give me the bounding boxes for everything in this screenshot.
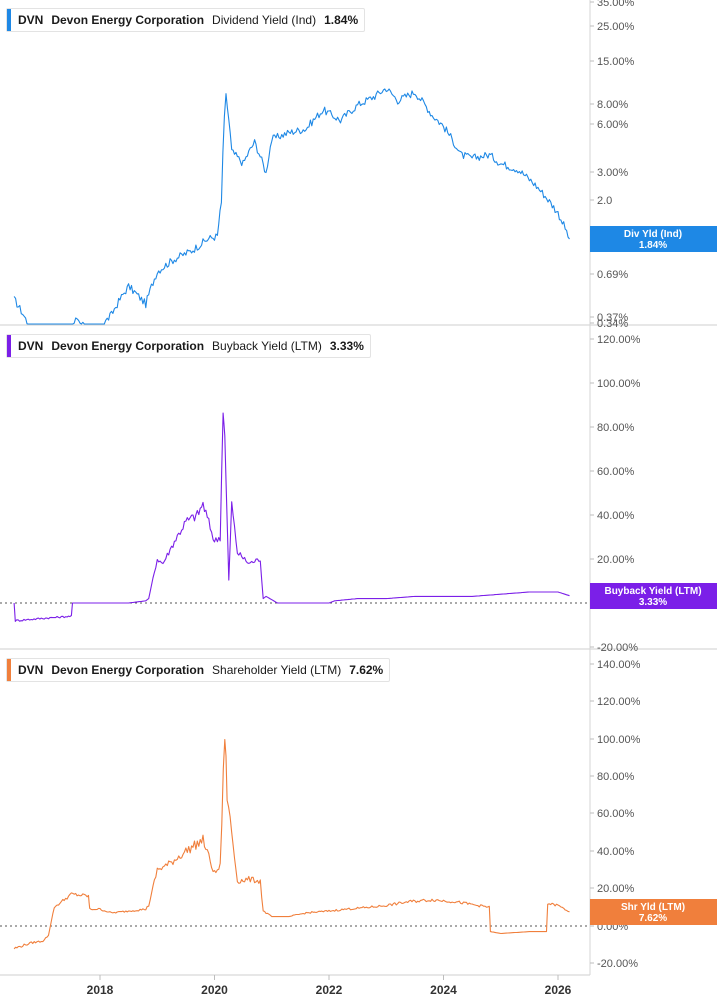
legend-company: Devon Energy Corporation (51, 339, 205, 353)
legend-ticker: DVN (18, 339, 44, 353)
value-badge-value: 3.33% (639, 597, 667, 608)
y-tick-label: 120.00% (597, 696, 641, 708)
value-badge (590, 226, 717, 252)
y-tick-label: 40.00% (597, 846, 635, 858)
legend-metric: Buyback Yield (LTM) (212, 339, 322, 353)
y-tick-label: 0.69% (597, 269, 628, 281)
y-tick-label: 120.00% (597, 334, 641, 346)
value-badge-label: Shr Yld (LTM) (621, 902, 685, 913)
y-tick-label: 140.00% (597, 659, 641, 671)
y-tick-label: 20.00% (597, 883, 635, 895)
series-line-buyback-yield (13, 412, 570, 622)
value-badge (590, 583, 717, 609)
value-badge-label: Div Yld (Ind) (624, 229, 682, 240)
y-tick-label: 0.37% (597, 312, 628, 324)
x-tick-label: 2022 (316, 983, 343, 997)
y-tick-label: 3.00% (597, 167, 628, 179)
y-tick-label: -20.00% (597, 958, 638, 970)
x-tick-label: 2026 (545, 983, 572, 997)
y-tick-label: 100.00% (597, 734, 641, 746)
legend-swatch (7, 335, 11, 357)
value-badge (590, 899, 717, 925)
legend-metric: Dividend Yield (Ind) (212, 13, 317, 27)
legend-value: 3.33% (329, 339, 364, 353)
y-tick-label: 15.00% (597, 56, 635, 68)
legend-value: 7.62% (349, 663, 384, 677)
x-tick-label: 2018 (87, 983, 114, 997)
legend-ticker: DVN (18, 663, 44, 677)
value-badge-value: 1.84% (639, 240, 667, 251)
y-tick-label: 60.00% (597, 466, 635, 478)
legend-company: Devon Energy Corporation (51, 13, 205, 27)
legend-dividend-yield[interactable]: DVN Devon Energy Corporation Dividend Yi… (6, 8, 366, 32)
legend-shareholder-yield[interactable]: DVN Devon Energy Corporation Shareholder… (6, 658, 391, 682)
legend-swatch (7, 9, 11, 31)
y-tick-label: 60.00% (597, 808, 635, 820)
legend-buyback-yield[interactable]: DVN Devon Energy Corporation Buyback Yie… (6, 334, 371, 358)
x-tick-label: 2024 (430, 983, 457, 997)
legend-value: 1.84% (324, 13, 359, 27)
y-tick-label: 2.0 (597, 195, 612, 207)
legend-company: Devon Energy Corporation (51, 663, 205, 677)
y-tick-label: 8.00% (597, 99, 628, 111)
y-tick-label: 25.00% (597, 21, 635, 33)
y-tick-label: 35.00% (597, 0, 635, 9)
y-tick-label: -20.00% (597, 642, 638, 654)
legend-ticker: DVN (18, 13, 44, 27)
legend-swatch (7, 659, 11, 681)
value-badge-label: Buyback Yield (LTM) (604, 586, 701, 597)
y-tick-label: 0.34% (597, 318, 628, 330)
legend-metric: Shareholder Yield (LTM) (212, 663, 342, 677)
series-line-shareholder-yield (13, 738, 570, 950)
y-tick-label: 40.00% (597, 510, 635, 522)
y-tick-label: 80.00% (597, 422, 635, 434)
x-tick-label: 2020 (201, 983, 228, 997)
y-tick-label: 100.00% (597, 378, 641, 390)
series-line-dividend-yield (13, 88, 570, 325)
y-tick-label: 6.00% (597, 119, 628, 131)
value-badge-value: 7.62% (639, 913, 667, 924)
y-tick-label: 20.00% (597, 554, 635, 566)
y-tick-label: 80.00% (597, 771, 635, 783)
